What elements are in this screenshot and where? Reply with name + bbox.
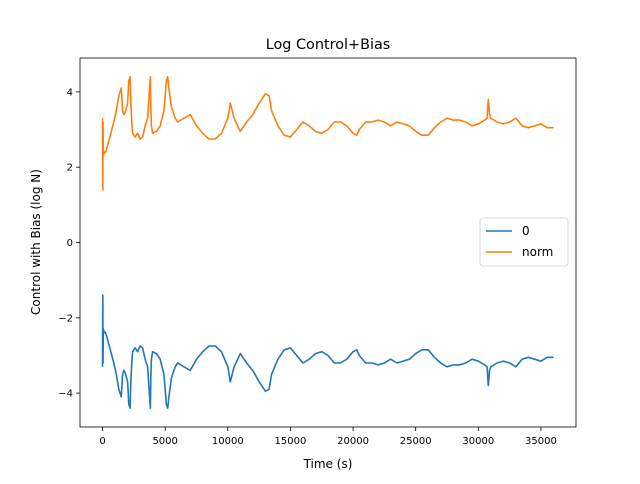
x-tick-label: 30000 (462, 436, 494, 447)
x-tick-label: 20000 (337, 436, 369, 447)
x-tick-label: 25000 (400, 436, 432, 447)
y-tick-label: −2 (58, 313, 73, 324)
x-tick-label: 35000 (525, 436, 557, 447)
x-tick-label: 10000 (212, 436, 244, 447)
series-line-0 (101, 294, 554, 410)
chart-title: Log Control+Bias (266, 37, 391, 53)
y-tick-label: 0 (67, 238, 73, 249)
legend: 0 norm (479, 217, 569, 267)
legend-box (479, 217, 569, 267)
axes: 0 5000 10000 15000 20000 25000 30000 35000 −4 −2 0… (58, 57, 577, 447)
y-tick-label: −4 (58, 389, 73, 400)
legend-label-1: norm (522, 245, 553, 259)
x-tick-label: 5000 (152, 436, 177, 447)
y-axis-label: Control with Bias (log N) (29, 169, 43, 315)
y-tick-label: 2 (67, 163, 73, 174)
x-tick-label: 0 (99, 436, 105, 447)
legend-label-0: 0 (522, 224, 530, 238)
x-axis-label: Time (s) (303, 457, 353, 471)
y-tick-label: 4 (67, 87, 73, 98)
x-tick-label: 15000 (275, 436, 307, 447)
series-line-1 (101, 76, 554, 191)
plot-area (101, 76, 554, 410)
